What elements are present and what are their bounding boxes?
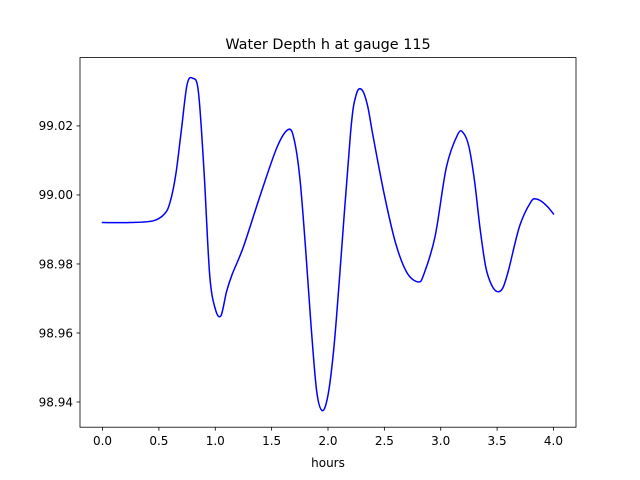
y-tick-label: 99.02 (39, 119, 73, 133)
x-tick-label: 0.5 (149, 434, 168, 448)
y-tick-label: 99.00 (39, 188, 73, 202)
y-axis: 98.94 98.96 98.98 99.00 99.02 (39, 119, 80, 409)
x-tick-label: 1.0 (206, 434, 225, 448)
x-axis: 0.0 0.5 1.0 1.5 2.0 2.5 3.0 3.5 4.0 (93, 427, 563, 448)
x-axis-label: hours (311, 456, 345, 470)
x-tick-label: 4.0 (544, 434, 563, 448)
y-tick-label: 98.96 (39, 326, 73, 340)
x-tick-label: 0.0 (93, 434, 112, 448)
series-line (101, 76, 555, 412)
x-tick-label: 3.0 (431, 434, 450, 448)
x-tick-label: 2.0 (318, 434, 337, 448)
y-tick-label: 98.98 (39, 257, 73, 271)
x-tick-label: 3.5 (488, 434, 507, 448)
y-tick-label: 98.94 (39, 395, 73, 409)
x-tick-label: 2.5 (375, 434, 394, 448)
chart-title: Water Depth h at gauge 115 (225, 37, 430, 53)
x-tick-label: 1.5 (262, 434, 281, 448)
